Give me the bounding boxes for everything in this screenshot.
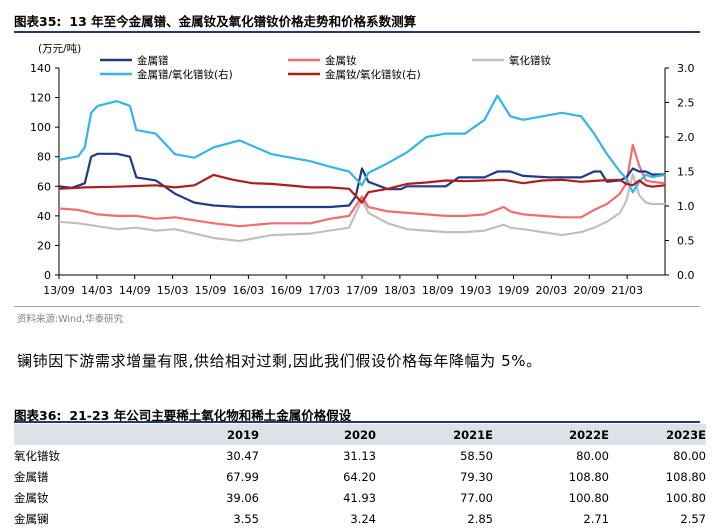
table-cell: 80.00 — [576, 448, 609, 463]
x-tick-label: 18/09 — [422, 284, 454, 297]
y-left-tick-label: 120 — [30, 92, 51, 105]
table-cell: 30.47 — [226, 448, 259, 463]
table-row: 金属镧 3.55 3.24 2.85 2.71 2.57 — [14, 508, 706, 529]
table-cell: 3.24 — [350, 511, 376, 526]
header-cell: 2022E — [569, 427, 609, 442]
body-paragraph: 镧铈因下游需求增量有限,供给相对过剩,因此我们假设价格每年降幅为 5%。 — [17, 352, 542, 370]
y-left-tick-label: 100 — [30, 121, 51, 134]
table-cell: 2.71 — [583, 511, 609, 526]
x-tick-label: 17/03 — [308, 284, 340, 297]
y-right-tick-label: 3.0 — [677, 62, 695, 75]
legend-label: 金属镨/氧化镨钕(右) — [137, 68, 233, 81]
table-cell: 64.20 — [343, 469, 376, 484]
figure-title-text: 13 年至今金属镨、金属钕及氧化镨钕价格走势和价格系数测算 — [69, 14, 417, 29]
table-cell: 100.80 — [665, 490, 706, 505]
figure-number: 图表35: — [14, 14, 62, 29]
header-cell: 2020 — [343, 427, 376, 442]
row-label: 金属镨 — [14, 469, 49, 484]
header-cell: 2019 — [226, 427, 259, 442]
x-tick-label: 18/03 — [384, 284, 416, 297]
y-left-tick-label: 80 — [37, 151, 51, 164]
figure-source: 资料来源:Wind,华泰研究 — [17, 314, 124, 325]
table-title: 图表36: 21-23 年公司主要稀土氧化物和稀土金属价格假设 — [14, 405, 351, 424]
table-cell: 77.00 — [460, 490, 493, 505]
y-right-tick-label: 0.0 — [677, 269, 695, 282]
table-cell: 108.80 — [568, 469, 609, 484]
table-cell: 31.13 — [343, 448, 376, 463]
series-line-1 — [58, 152, 665, 209]
header-cell: 2021E — [453, 427, 493, 442]
y-left-tick-label: 40 — [37, 210, 51, 223]
x-tick-label: 14/09 — [119, 284, 151, 297]
figure-title: 图表35: 13 年至今金属镨、金属钕及氧化镨钕价格走势和价格系数测算 — [14, 11, 416, 30]
table-cell: 108.80 — [665, 469, 706, 484]
y-right-tick-label: 2.5 — [677, 97, 695, 110]
table-row: 金属钕 39.06 41.93 77.00 100.80 100.80 — [14, 487, 706, 508]
x-tick-label: 20/09 — [573, 284, 605, 297]
x-tick-label: 19/03 — [460, 284, 492, 297]
table-cell: 3.55 — [233, 511, 259, 526]
y-right-tick-label: 1.0 — [677, 200, 695, 213]
series-line-3 — [58, 173, 665, 243]
header-cell — [14, 424, 142, 445]
y-left-tick-label: 0 — [44, 269, 51, 282]
y-right-tick-label: 2.0 — [677, 131, 695, 144]
legend-label: 金属钕/氧化镨钕(右) — [325, 68, 421, 81]
x-tick-label: 21/03 — [611, 284, 643, 297]
table-cell: 80.00 — [673, 448, 706, 463]
y-left-tick-label: 60 — [37, 180, 51, 193]
x-tick-label: 20/03 — [536, 284, 568, 297]
table-cell: 58.50 — [460, 448, 493, 463]
x-tick-label: 16/09 — [270, 284, 302, 297]
table-cell: 39.06 — [226, 490, 259, 505]
x-tick-label: 14/03 — [81, 284, 113, 297]
x-tick-label: 13/09 — [43, 284, 75, 297]
table-number: 图表36: — [14, 408, 62, 423]
table-cell: 2.57 — [680, 511, 706, 526]
row-label: 氧化镨钕 — [14, 448, 60, 463]
y-right-tick-label: 0.5 — [677, 235, 695, 248]
table-cell: 100.80 — [568, 490, 609, 505]
series-line-4 — [58, 94, 666, 194]
x-tick-label: 15/03 — [157, 284, 189, 297]
price-chart: 0 20 40 60 80 100 120 140 0.0 0.5 1.0 1.5 2.0 2.5 3.0 (… — [30, 42, 695, 297]
table-row: 氧化镨钕 30.47 31.13 58.50 80.00 80.00 — [14, 445, 706, 466]
figure-title-rule — [14, 31, 700, 33]
row-label: 金属钕 — [14, 490, 49, 505]
price-assumption-table: 2019 2020 2021E 2022E 2023E 氧化镨钕 30.47 3… — [14, 424, 706, 529]
table-row: 金属镨 67.99 64.20 79.30 108.80 108.80 — [14, 466, 706, 487]
y-unit-label: (万元/吨) — [38, 42, 81, 55]
x-tick-label: 15/09 — [195, 284, 227, 297]
row-label: 金属镧 — [14, 511, 49, 526]
table-header-row: 2019 2020 2021E 2022E 2023E — [14, 424, 706, 445]
table-cell: 2.85 — [467, 511, 493, 526]
y-left-tick-label: 140 — [30, 62, 51, 75]
x-tick-label: 19/09 — [498, 284, 530, 297]
table-cell: 67.99 — [226, 469, 259, 484]
series-line-2 — [58, 143, 666, 228]
legend-label: 金属钕 — [325, 54, 357, 67]
table-cell: 79.30 — [460, 469, 493, 484]
legend-label: 金属镨 — [137, 54, 169, 67]
y-right-tick-label: 1.5 — [677, 166, 695, 179]
table-title-rule — [14, 421, 700, 423]
y-left-tick-label: 20 — [37, 239, 51, 252]
figure-bottom-rule — [14, 306, 700, 307]
x-tick-label: 16/03 — [233, 284, 265, 297]
header-cell: 2023E — [666, 427, 706, 442]
legend-label: 氧化镨钕 — [509, 54, 551, 67]
table-title-text: 21-23 年公司主要稀土氧化物和稀土金属价格假设 — [69, 408, 352, 423]
table-cell: 41.93 — [343, 490, 376, 505]
series-line-5 — [58, 173, 666, 204]
x-tick-label: 17/09 — [346, 284, 378, 297]
